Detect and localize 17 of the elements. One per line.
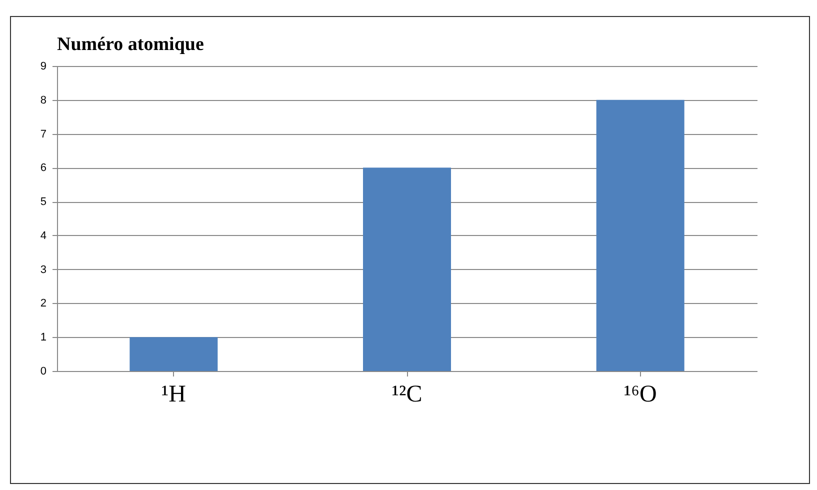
- chart-title: Numéro atomique: [57, 34, 204, 55]
- y-tick-label: 1: [40, 332, 46, 344]
- y-tick-label: 7: [40, 128, 46, 140]
- bar: [130, 337, 218, 371]
- y-tick-label: 9: [40, 60, 46, 72]
- bar: [363, 168, 451, 371]
- bar: [596, 100, 684, 371]
- x-tick-label: ¹H: [161, 382, 186, 408]
- x-tick-label: ¹⁶O: [624, 382, 657, 408]
- y-tick-label: 0: [40, 366, 46, 378]
- y-tick-label: 5: [40, 196, 46, 208]
- x-tick-label: ¹²C: [392, 382, 422, 408]
- y-tick-label: 4: [40, 230, 46, 242]
- y-tick-label: 6: [40, 162, 46, 174]
- y-tick-label: 2: [40, 298, 46, 310]
- y-tick-label: 8: [40, 94, 46, 106]
- y-tick-label: 3: [40, 264, 46, 276]
